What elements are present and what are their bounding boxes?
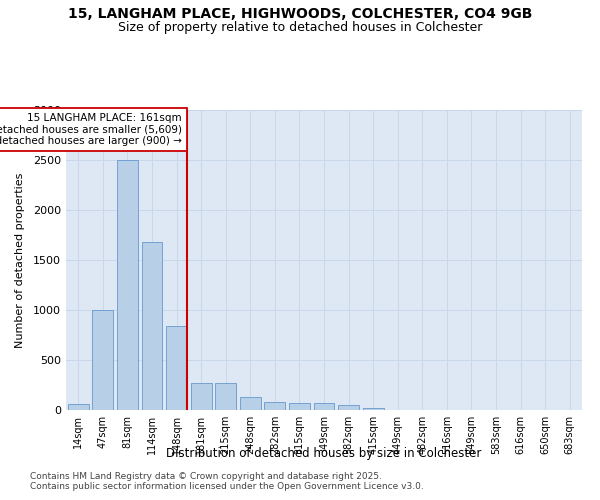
Bar xyxy=(166,326,187,410)
Bar xyxy=(265,402,286,410)
Bar xyxy=(240,397,261,410)
Bar xyxy=(142,242,163,410)
Text: Contains HM Land Registry data © Crown copyright and database right 2025.: Contains HM Land Registry data © Crown c… xyxy=(30,472,382,481)
Bar xyxy=(117,160,138,410)
Bar xyxy=(92,310,113,410)
Text: Distribution of detached houses by size in Colchester: Distribution of detached houses by size … xyxy=(166,448,482,460)
Bar xyxy=(362,408,383,410)
Bar xyxy=(215,383,236,410)
Bar xyxy=(68,404,89,410)
Bar xyxy=(314,403,334,410)
Text: Contains public sector information licensed under the Open Government Licence v3: Contains public sector information licen… xyxy=(30,482,424,491)
Y-axis label: Number of detached properties: Number of detached properties xyxy=(14,172,25,348)
Bar xyxy=(338,405,359,410)
Bar xyxy=(191,383,212,410)
Bar xyxy=(289,402,310,410)
Text: 15, LANGHAM PLACE, HIGHWOODS, COLCHESTER, CO4 9GB: 15, LANGHAM PLACE, HIGHWOODS, COLCHESTER… xyxy=(68,8,532,22)
Text: Size of property relative to detached houses in Colchester: Size of property relative to detached ho… xyxy=(118,21,482,34)
Text: 15 LANGHAM PLACE: 161sqm
← 86% of detached houses are smaller (5,609)
14% of sem: 15 LANGHAM PLACE: 161sqm ← 86% of detach… xyxy=(0,113,182,146)
